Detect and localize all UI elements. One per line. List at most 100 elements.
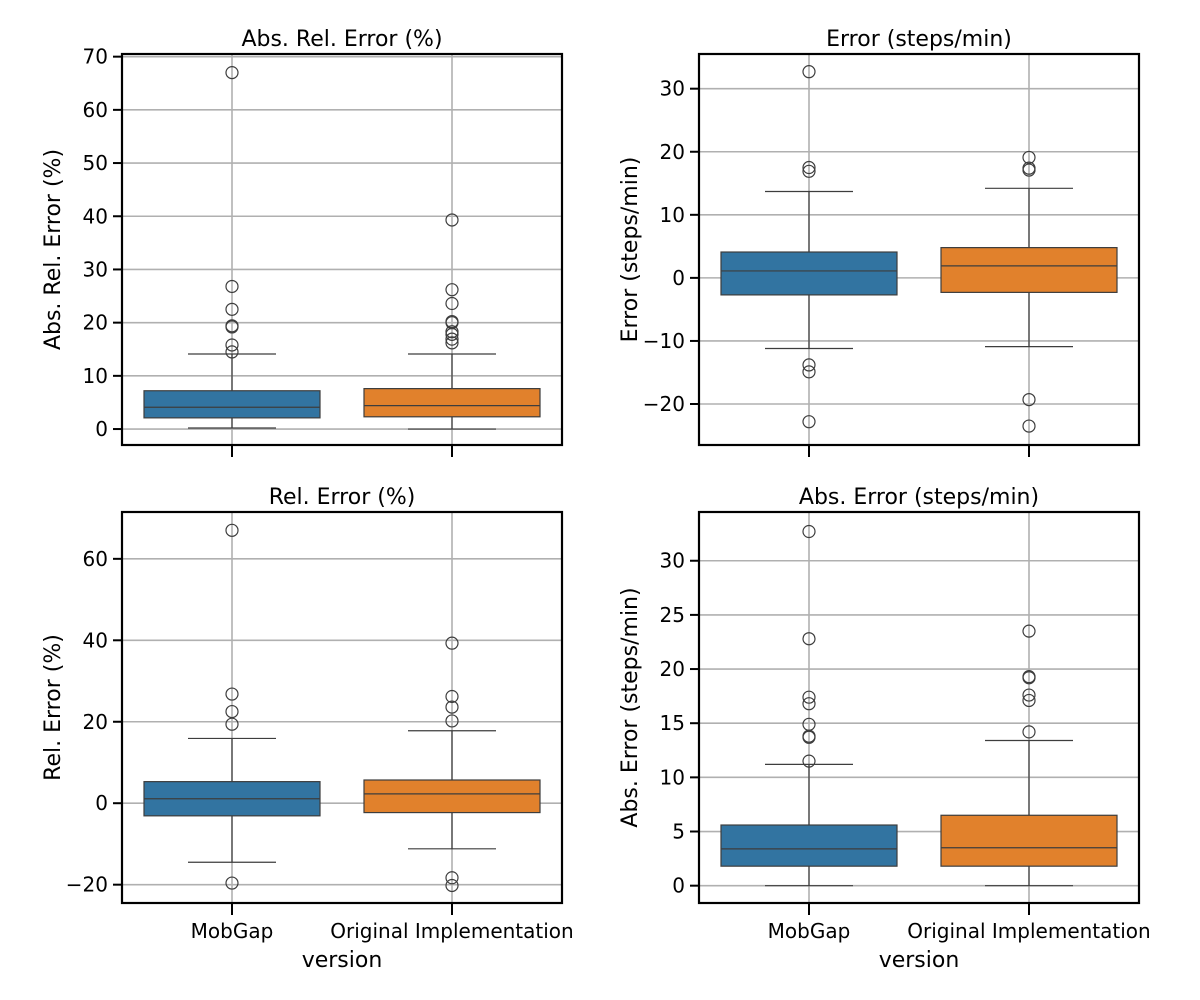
outlier-point — [802, 164, 816, 178]
box-mobgap — [720, 524, 898, 887]
outlier-point — [445, 636, 459, 650]
outlier-point — [802, 754, 816, 768]
box-original-implementation — [940, 624, 1118, 887]
outlier-point — [802, 690, 816, 704]
outlier-point — [225, 876, 239, 890]
outlier-point — [802, 415, 816, 429]
y-tick-label: 10 — [660, 765, 685, 789]
outlier-point — [225, 687, 239, 701]
y-tick-label: 70 — [83, 45, 108, 69]
outlier-point — [445, 714, 459, 728]
y-tick-label: 40 — [83, 204, 108, 228]
outlier-point — [225, 66, 239, 80]
y-tick-label: 25 — [660, 603, 685, 627]
outlier-point — [445, 283, 459, 297]
y-tick-label: 20 — [660, 140, 685, 164]
outlier-point — [1022, 161, 1036, 175]
y-tick-label: 20 — [660, 657, 685, 681]
panel-rel-error-pct: −20 0 20 40 60 MobGap Original Implementation R… — [41, 485, 574, 943]
panel-title: Error (steps/min) — [826, 27, 1012, 52]
iqr-box — [720, 824, 898, 867]
y-tick-label: 0 — [95, 791, 108, 815]
outlier-point — [445, 213, 459, 227]
x-tick-label-mobgap: MobGap — [191, 919, 274, 943]
outlier-point — [1022, 624, 1036, 638]
y-tick-label: 60 — [83, 98, 108, 122]
y-tick-label: 5 — [672, 820, 685, 844]
outlier-point — [445, 325, 459, 339]
iqr-box — [720, 251, 898, 296]
outlier-point — [445, 878, 459, 893]
outlier-point — [445, 689, 459, 704]
panel-abs-error-steps-per-min: 0 5 10 15 20 25 30 MobGap Original Implementatio… — [618, 485, 1151, 943]
outlier-point — [1022, 670, 1036, 684]
plot-frame — [697, 52, 1141, 447]
outlier-point — [225, 345, 239, 359]
outlier-point — [445, 336, 459, 350]
outlier-point — [225, 523, 239, 537]
outlier-point — [445, 700, 459, 714]
y-axis-label: Abs. Rel. Error (%) — [41, 149, 66, 350]
box-original-implementation — [363, 636, 541, 893]
y-tick-label: 30 — [660, 549, 685, 573]
outlier-point — [802, 160, 816, 175]
outlier-point — [225, 319, 239, 333]
outlier-point — [1022, 150, 1036, 165]
x-tick-label-mobgap: MobGap — [768, 919, 851, 943]
y-tick-label: 0 — [95, 417, 108, 441]
plot-frame — [120, 52, 564, 447]
outlier-point — [225, 338, 239, 352]
plot-frame — [120, 510, 564, 905]
x-axis-label-left: version — [302, 948, 383, 973]
box-mobgap — [720, 65, 898, 429]
iqr-box — [143, 390, 321, 419]
y-tick-label: 30 — [660, 77, 685, 101]
outlier-point — [802, 697, 816, 711]
y-tick-label: 30 — [83, 257, 108, 281]
outlier-point — [225, 302, 239, 316]
box-mobgap — [143, 66, 321, 429]
outlier-point — [802, 717, 816, 731]
y-tick-label: −20 — [66, 873, 108, 897]
y-tick-label: −20 — [643, 392, 685, 416]
box-original-implementation — [940, 150, 1118, 433]
panel-title: Rel. Error (%) — [269, 485, 416, 510]
plot-frame — [697, 510, 1141, 905]
x-tick-label-original-implementation: Original Implementation — [330, 919, 573, 943]
outlier-point — [1022, 693, 1036, 708]
y-tick-label: −10 — [643, 329, 685, 353]
box-original-implementation — [363, 213, 541, 430]
outlier-point — [225, 717, 239, 731]
panel-error-steps-per-min: −20 −10 0 10 20 30 Error (steps/min) Error (ste… — [618, 27, 1141, 457]
outlier-point — [445, 871, 459, 885]
panel-title: Abs. Rel. Error (%) — [241, 27, 442, 52]
outlier-point — [802, 632, 816, 646]
y-tick-label: 0 — [672, 874, 685, 898]
x-tick-label-original-implementation: Original Implementation — [907, 919, 1150, 943]
y-axis-label: Rel. Error (%) — [41, 634, 66, 781]
y-tick-label: 10 — [83, 364, 108, 388]
y-tick-label: 20 — [83, 311, 108, 335]
outlier-point — [1022, 725, 1036, 739]
outlier-point — [802, 358, 816, 372]
iqr-box — [363, 388, 541, 418]
iqr-box — [940, 247, 1118, 293]
outlier-point — [1022, 419, 1036, 433]
iqr-box — [940, 814, 1118, 867]
outlier-point — [1022, 392, 1036, 407]
y-axis-label: Abs. Error (steps/min) — [618, 587, 643, 827]
y-tick-label: 15 — [660, 711, 685, 735]
panel-abs-rel-error-pct: 0 10 20 30 40 50 60 70 Abs. Rel. Error (%) Abs. R… — [41, 27, 564, 457]
outlier-point — [802, 524, 816, 539]
y-tick-label: 0 — [672, 266, 685, 290]
outlier-point — [445, 316, 459, 330]
x-axis-label-right: version — [879, 948, 960, 973]
y-tick-label: 50 — [83, 151, 108, 175]
outlier-point — [225, 704, 239, 719]
outlier-point — [225, 279, 239, 294]
outlier-point — [445, 332, 459, 346]
outlier-point — [802, 65, 816, 79]
box-mobgap — [143, 523, 321, 890]
y-tick-label: 60 — [83, 547, 108, 571]
